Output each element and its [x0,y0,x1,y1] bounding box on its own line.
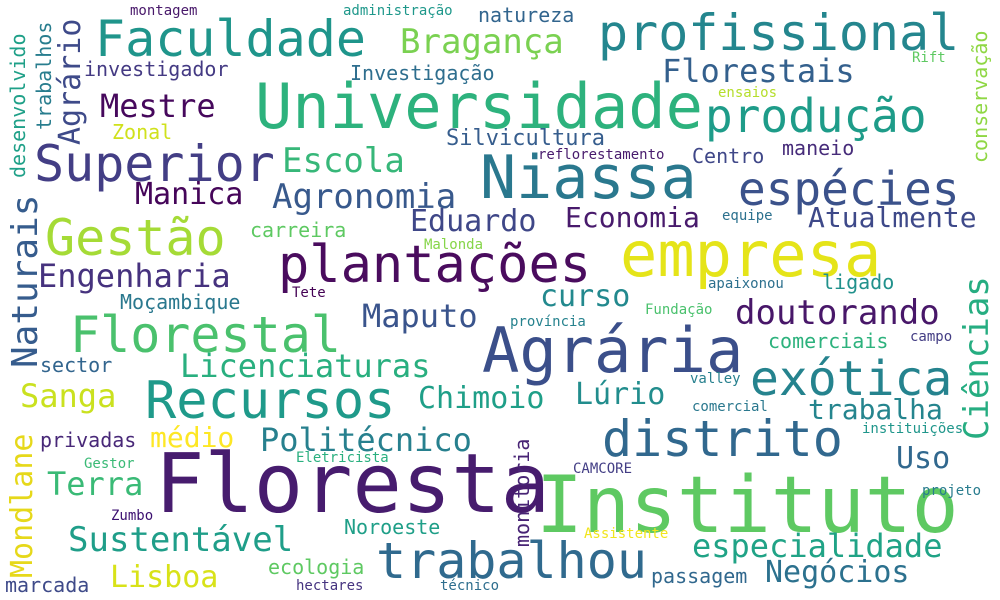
word-mocambique: Moçambique [120,290,241,314]
word-ecologia: ecologia [268,555,365,579]
word-negocios: Negócios [765,555,910,590]
word-manica: Manica [135,177,244,212]
word-recursos: Recursos [145,371,396,431]
word-valley: valley [690,371,741,387]
word-sustentavel: Sustentável [68,520,294,560]
word-plantacoes: plantações [278,235,592,295]
word-faculdade: Faculdade [95,10,366,68]
word-uso: Uso [896,441,951,476]
word-ensaios: ensaios [718,85,778,101]
word-ciencias: Ciências [957,276,997,440]
word-agronomia: Agronomia [272,177,457,217]
word-maputo: Maputo [362,297,478,335]
word-noroeste: Noroeste [344,515,441,539]
word-politecnico: Politécnico [260,421,472,459]
word-comerciais: comerciais [768,329,889,353]
word-eletricista: Eletricista [296,450,389,466]
word-apaixonou: apaixonou [708,276,784,292]
word-braganca: Bragança [400,22,564,62]
word-lisboa: Lisboa [110,560,219,595]
word-producao: produção [705,89,927,143]
word-florestais: Florestais [662,52,855,90]
word-empresa: empresa [620,218,882,291]
word-maneio: maneio [782,136,855,160]
word-malonda: Malonda [424,237,484,253]
word-sanga: Sanga [20,377,117,415]
word-curso: curso [540,279,631,314]
word-trabalhou: trabalhou [376,532,647,590]
word-superior: Superior [34,135,275,193]
word-mondlane: Mondlane [5,433,40,579]
word-escola: Escola [282,141,405,181]
word-atualmente: Atualmente [808,201,977,234]
word-sector: sector [40,353,113,377]
word-gestor: Gestor [84,456,135,472]
word-instituicoes: instituições [862,421,964,437]
word-trabalhos: trabalhos [32,21,56,130]
word-provincia: província [510,314,586,330]
word-camcore: CAMCORE [573,461,633,477]
word-agrario: Agrário [53,18,88,145]
word-lurio: Lúrio [575,377,666,412]
word-centro: Centro [692,144,765,168]
word-carreira: carreira [250,218,347,242]
word-privadas: privadas [40,428,137,452]
word-medio: médio [150,421,235,454]
word-assistente: Assistente [584,526,669,542]
word-passagem: passagem [651,564,748,588]
word-chimoio: Chimoio [418,381,545,416]
word-projeto: projeto [922,483,982,499]
word-floresta: Floresta [155,437,550,532]
word-monitoria: monitoria [510,438,534,547]
word-zonal: Zonal [112,120,173,144]
word-engenharia: Engenharia [38,257,231,295]
word-montagem: montagem [130,3,198,19]
word-investigacao: Investigação [350,61,495,85]
word-especies: espécies [738,162,960,216]
word-administracao: administração [343,3,453,19]
word-instituto: Instituto [536,461,959,551]
word-terra: Terra [47,465,144,503]
word-campo: campo [910,329,953,345]
word-especialidade: especialidade [692,527,943,565]
word-zumbo: Zumbo [111,508,154,524]
word-licenciaturas: Licenciaturas [180,347,431,385]
word-agraria: Agrária [482,314,744,387]
word-rift: Rift [912,50,946,66]
word-ligado: ligado [822,270,895,294]
word-investigador: investigador [84,57,229,81]
word-gestao: Gestão [45,209,226,267]
word-reflorestamento: reflorestamento [538,147,665,163]
word-desenvolvido: desenvolvido [6,33,30,179]
word-trabalha: trabalha [808,393,943,426]
word-hectares: hectares [296,578,364,594]
word-conservacao: conservação [968,30,992,163]
word-universidade: Universidade [255,70,703,143]
word-profissional: profissional [598,4,960,62]
word-niassa: Niassa [480,143,697,213]
word-marcada: marcada [5,573,90,597]
word-equipe: equipe [722,208,773,224]
word-comercial: comercial [692,399,768,415]
word-tecnico: técnico [440,578,500,594]
word-florestal: Florestal [70,306,341,364]
word-doutorando: doutorando [735,293,940,333]
word-mestre: Mestre [100,87,216,125]
word-natureza: natureza [478,3,575,27]
word-economia: Economia [565,201,700,234]
word-fundacao: Fundação [645,302,713,318]
word-silvicultura: Silvicultura [446,126,605,151]
word-tete: Tete [292,285,326,301]
word-eduardo: Eduardo [410,204,537,239]
word-exotica: exótica [750,351,953,407]
word-distrito: distrito [602,410,843,468]
